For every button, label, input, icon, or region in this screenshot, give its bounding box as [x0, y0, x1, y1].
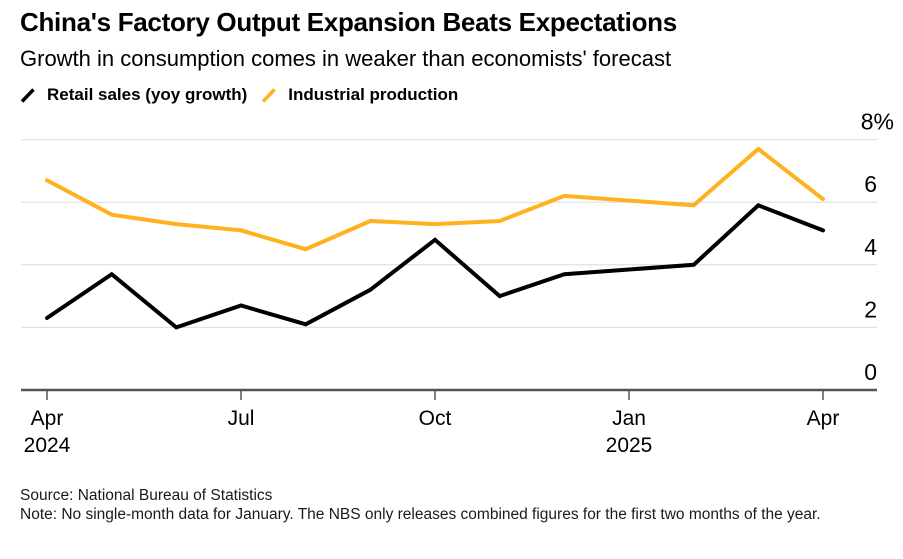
x-axis-year-label: 2024 — [24, 434, 71, 457]
x-axis-label: Jul — [228, 407, 255, 430]
y-axis-label: 2 — [864, 296, 877, 322]
x-axis-label: Jan — [612, 407, 646, 430]
x-axis-label: Oct — [419, 407, 452, 430]
industrial-production-line — [45, 146, 825, 252]
legend-item-industrial-production: Industrial production — [261, 85, 458, 105]
chart-title: China's Factory Output Expansion Beats E… — [20, 7, 677, 37]
legend-label-industrial-production: Industrial production — [288, 85, 459, 104]
x-axis-label: Apr — [31, 407, 64, 430]
yellow-line-swatch-icon — [262, 87, 277, 103]
black-line-swatch-icon — [20, 87, 35, 103]
y-axis-label: 4 — [864, 234, 877, 260]
chart-subtitle: Growth in consumption comes in weaker th… — [20, 46, 672, 71]
chart-legend: Retail sales (yoy growth) Industrial pro… — [20, 85, 458, 105]
legend-item-retail-sales: Retail sales (yoy growth) — [20, 85, 247, 105]
retail-sales-yoy-growth-line — [45, 202, 825, 330]
legend-label-retail-sales: Retail sales (yoy growth) — [47, 85, 248, 104]
source-note: Source: National Bureau of Statistics — [20, 487, 273, 504]
x-axis-label: Apr — [807, 407, 840, 430]
y-axis-label: 6 — [864, 171, 877, 197]
chart-footnotes: Source: National Bureau of Statistics No… — [20, 486, 875, 524]
x-axis-year-label: 2025 — [606, 434, 653, 457]
y-axis-label: 8% — [861, 109, 894, 135]
data-note: Note: No single-month data for January. … — [20, 506, 821, 523]
y-axis-label: 0 — [864, 359, 877, 385]
